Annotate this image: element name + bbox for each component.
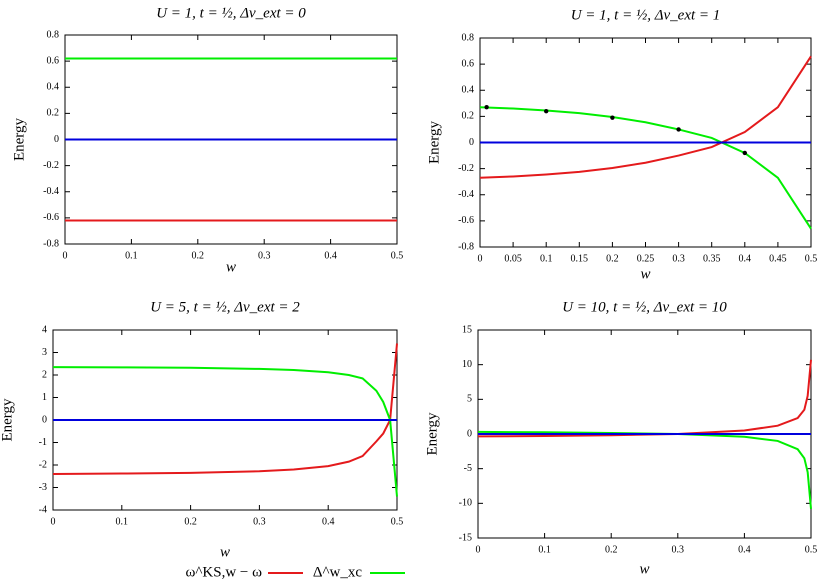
x-tick-label: 0.2: [184, 516, 197, 527]
x-tick-label: 0.5: [805, 544, 818, 555]
x-tick-label: 0.45: [769, 253, 787, 264]
x-tick-label: 0.05: [504, 253, 522, 264]
y-tick-label: -0.6: [458, 215, 474, 226]
chart-title: U = 10, t = ½, Δv_ext = 10: [562, 299, 727, 315]
y-tick-label: 0.8: [462, 32, 475, 43]
data-point: [484, 105, 489, 110]
y-tick-label: 1: [42, 392, 47, 403]
x-tick-label: 0.3: [672, 544, 685, 555]
y-tick-label: 4: [42, 324, 47, 335]
y-tick-label: 0: [467, 428, 472, 439]
y-tick-label: -0.4: [43, 186, 59, 197]
y-tick-label: 10: [462, 359, 472, 370]
x-tick-label: 0.5: [391, 516, 404, 527]
x-tick-label: 0.1: [540, 253, 553, 264]
x-tick-label: 0.4: [322, 516, 335, 527]
y-tick-label: -0.4: [458, 189, 474, 200]
x-axis-label: w: [226, 259, 236, 275]
x-tick-label: 0.3: [672, 253, 685, 264]
legend-label: Δ^w_xc: [313, 564, 363, 580]
data-line: [477, 359, 812, 438]
y-tick-label: 0.6: [47, 55, 60, 66]
data-line: [52, 366, 398, 497]
x-axis-label: w: [639, 561, 649, 577]
y-tick-label: 0.8: [47, 29, 60, 40]
y-tick-label: -0.2: [43, 160, 59, 171]
data-point: [610, 115, 615, 120]
y-tick-label: -0.8: [43, 238, 59, 249]
y-tick-label: 2: [42, 369, 47, 380]
y-axis-label: Energy: [426, 120, 442, 164]
y-axis-label: Energy: [424, 412, 440, 456]
x-tick-label: 0.2: [605, 544, 618, 555]
y-tick-label: 0: [54, 134, 59, 145]
y-tick-label: 0: [469, 137, 474, 148]
x-tick-label: 0.15: [571, 253, 589, 264]
x-tick-label: 0.4: [324, 250, 337, 261]
data-line: [52, 343, 398, 475]
x-tick-label: 0.2: [606, 253, 619, 264]
data-line: [479, 106, 812, 230]
y-tick-label: 0.4: [47, 82, 60, 93]
x-tick-label: 0.4: [739, 253, 752, 264]
y-tick-label: -0.2: [458, 163, 474, 174]
y-tick-label: 5: [467, 394, 472, 405]
y-tick-label: -2: [39, 459, 47, 470]
y-tick-label: -1: [39, 437, 47, 448]
x-tick-label: 0: [476, 544, 481, 555]
x-tick-label: 0.4: [738, 544, 751, 555]
data-line: [477, 430, 812, 509]
legend-label: ω^KS,w − ω: [185, 564, 262, 580]
chart-title: U = 5, t = ½, Δv_ext = 2: [150, 299, 300, 315]
y-tick-label: -0.6: [43, 212, 59, 223]
x-tick-label: 0.35: [703, 253, 721, 264]
x-tick-label: 0: [63, 250, 68, 261]
x-tick-label: 0.1: [125, 250, 138, 261]
data-point: [676, 127, 681, 132]
chart-title: U = 1, t = ½, Δv_ext = 1: [571, 7, 721, 23]
x-tick-label: 0.1: [116, 516, 129, 527]
x-tick-label: 0.5: [391, 250, 404, 261]
y-tick-label: 0.6: [462, 58, 475, 69]
y-tick-label: -4: [39, 504, 47, 515]
y-tick-label: 0.2: [462, 111, 475, 122]
x-tick-label: 0.25: [637, 253, 655, 264]
x-tick-label: 0.5: [805, 253, 818, 264]
y-tick-label: -0.8: [458, 241, 474, 252]
y-tick-label: -3: [39, 482, 47, 493]
x-tick-label: 0: [51, 516, 56, 527]
x-tick-label: 0.3: [258, 250, 271, 261]
chart-title: U = 1, t = ½, Δv_ext = 0: [156, 5, 306, 21]
y-tick-label: -5: [464, 463, 472, 474]
data-point: [544, 108, 549, 114]
x-axis-label: w: [640, 266, 650, 282]
y-axis-label: Energy: [11, 117, 27, 161]
x-tick-label: 0.1: [538, 544, 551, 555]
y-tick-label: 0.2: [47, 108, 60, 119]
data-point: [742, 150, 747, 156]
y-axis-label: Energy: [0, 398, 15, 442]
x-axis-label: w: [220, 544, 230, 560]
y-tick-label: 15: [462, 324, 472, 335]
y-tick-label: -10: [459, 498, 472, 509]
y-tick-label: 0: [42, 414, 47, 425]
x-tick-label: 0.3: [253, 516, 266, 527]
y-tick-label: -15: [459, 532, 472, 543]
x-tick-label: 0.2: [192, 250, 205, 261]
y-tick-label: 3: [42, 347, 47, 358]
y-tick-label: 0.4: [462, 85, 475, 96]
data-line: [479, 55, 812, 179]
x-tick-label: 0: [478, 253, 483, 264]
